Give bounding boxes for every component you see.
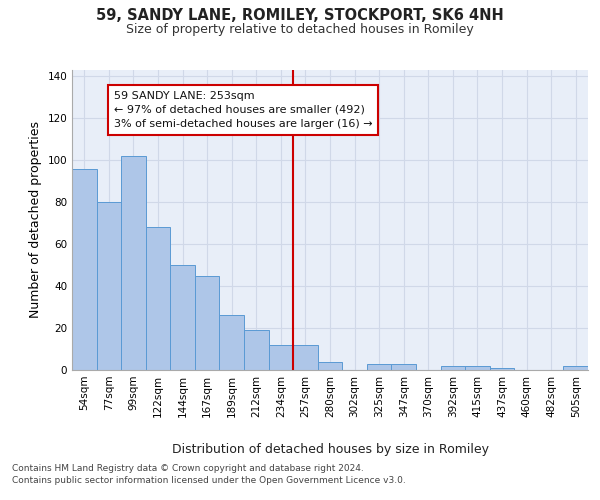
Text: 59 SANDY LANE: 253sqm
← 97% of detached houses are smaller (492)
3% of semi-deta: 59 SANDY LANE: 253sqm ← 97% of detached …	[114, 91, 373, 129]
Text: 59, SANDY LANE, ROMILEY, STOCKPORT, SK6 4NH: 59, SANDY LANE, ROMILEY, STOCKPORT, SK6 …	[96, 8, 504, 22]
Text: Size of property relative to detached houses in Romiley: Size of property relative to detached ho…	[126, 22, 474, 36]
Bar	[146, 228, 170, 370]
Bar	[367, 364, 391, 370]
Text: Contains HM Land Registry data © Crown copyright and database right 2024.: Contains HM Land Registry data © Crown c…	[12, 464, 364, 473]
Bar	[220, 316, 244, 370]
Bar	[170, 265, 195, 370]
Bar	[391, 364, 416, 370]
Text: Contains public sector information licensed under the Open Government Licence v3: Contains public sector information licen…	[12, 476, 406, 485]
Bar	[121, 156, 146, 370]
Bar	[563, 366, 588, 370]
Y-axis label: Number of detached properties: Number of detached properties	[29, 122, 42, 318]
Text: Distribution of detached houses by size in Romiley: Distribution of detached houses by size …	[172, 442, 488, 456]
Bar	[490, 368, 514, 370]
Bar	[318, 362, 342, 370]
Bar	[293, 345, 318, 370]
Bar	[244, 330, 269, 370]
Bar	[440, 366, 465, 370]
Bar	[97, 202, 121, 370]
Bar	[269, 345, 293, 370]
Bar	[465, 366, 490, 370]
Bar	[72, 168, 97, 370]
Bar	[195, 276, 220, 370]
